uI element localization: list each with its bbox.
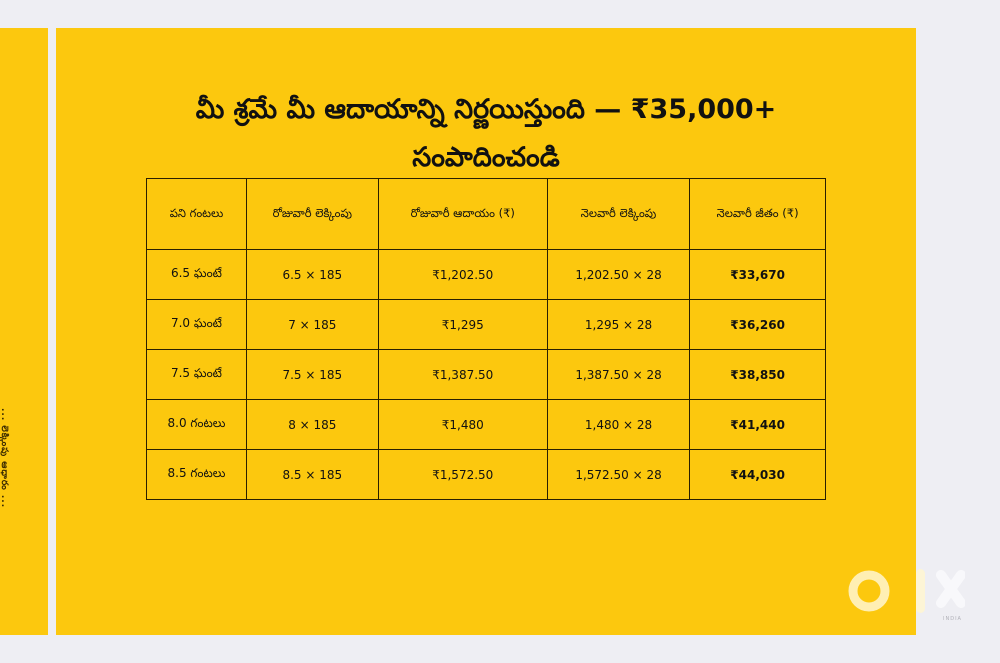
- salary-table: పని గంటలు రోజువారీ లెక్కింపు రోజువారీ ఆద…: [146, 178, 826, 500]
- cell: ₹1,572.50: [377, 449, 548, 500]
- slide-panel: మీ శ్రమే మీ ఆదాయాన్ని నిర్ణయిస్తుంది — ₹…: [56, 28, 916, 635]
- table-row: 7.5 ఘంటే 7.5 × 185 ₹1,387.50 1,387.50 × …: [146, 349, 826, 400]
- cell-salary: ₹33,670: [689, 249, 826, 300]
- cell-salary: ₹38,850: [689, 349, 826, 400]
- cell-salary: ₹44,030: [689, 449, 826, 500]
- table-row: 7.0 ఘంటే 7 × 185 ₹1,295 1,295 × 28 ₹36,2…: [146, 299, 826, 350]
- table-header-row: పని గంటలు రోజువారీ లెక్కింపు రోజువారీ ఆద…: [146, 178, 826, 250]
- header-daily-income: రోజువారీ ఆదాయం (₹): [377, 178, 548, 250]
- cell: 8.0 గంటలు: [146, 399, 247, 450]
- previous-slide-panel: ... లెక్కింపు ఆధారం ...: [0, 28, 48, 635]
- header-monthly-calc: నెలవారీ లెక్కింపు: [546, 178, 691, 250]
- cell: ₹1,295: [377, 299, 548, 350]
- cell-salary: ₹41,440: [689, 399, 826, 450]
- cell: 8.5 గంటలు: [146, 449, 247, 500]
- cell: 7.5 × 185: [245, 349, 379, 400]
- cell: ₹1,387.50: [377, 349, 548, 400]
- cell: 1,387.50 × 28: [546, 349, 691, 400]
- cell: 1,480 × 28: [546, 399, 691, 450]
- header-work-hours: పని గంటలు: [146, 178, 247, 250]
- cell: 1,202.50 × 28: [546, 249, 691, 300]
- cell: ₹1,202.50: [377, 249, 548, 300]
- side-panel-text: ... లెక్కింపు ఆధారం ...: [0, 408, 9, 509]
- svg-text:INDIA: INDIA: [943, 616, 962, 622]
- cell: 1,572.50 × 28: [546, 449, 691, 500]
- cell: 7.0 ఘంటే: [146, 299, 247, 350]
- olx-watermark-logo: INDIA: [848, 569, 965, 622]
- table-row: 8.5 గంటలు 8.5 × 185 ₹1,572.50 1,572.50 ×…: [146, 449, 826, 500]
- cell: 6.5 × 185: [245, 249, 379, 300]
- cell: 8.5 × 185: [245, 449, 379, 500]
- cell: ₹1,480: [377, 399, 548, 450]
- header-daily-calc: రోజువారీ లెక్కింపు: [245, 178, 379, 250]
- page-title: మీ శ్రమే మీ ఆదాయాన్ని నిర్ణయిస్తుంది — ₹…: [56, 86, 916, 182]
- title-line-1: మీ శ్రమే మీ ఆదాయాన్ని నిర్ణయిస్తుంది — ₹…: [195, 94, 777, 125]
- title-line-2: సంపాదించండి: [412, 142, 560, 173]
- cell: 1,295 × 28: [546, 299, 691, 350]
- cell: 7.5 ఘంటే: [146, 349, 247, 400]
- header-monthly-salary: నెలవారీ జీతం (₹): [689, 178, 826, 250]
- cell: 6.5 ఘంటే: [146, 249, 247, 300]
- table-row: 6.5 ఘంటే 6.5 × 185 ₹1,202.50 1,202.50 × …: [146, 249, 826, 300]
- cell-salary: ₹36,260: [689, 299, 826, 350]
- cell: 8 × 185: [245, 399, 379, 450]
- table-row: 8.0 గంటలు 8 × 185 ₹1,480 1,480 × 28 ₹41,…: [146, 399, 826, 450]
- cell: 7 × 185: [245, 299, 379, 350]
